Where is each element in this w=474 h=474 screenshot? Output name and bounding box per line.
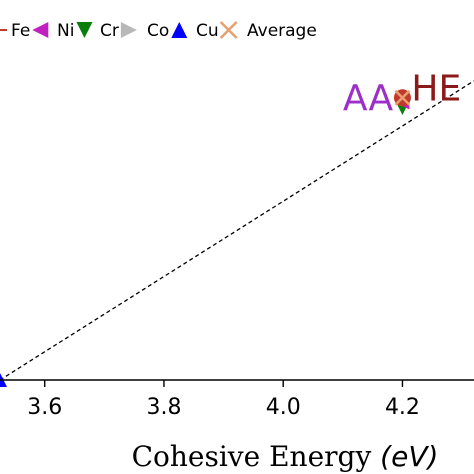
x-tick-label: 3.8 [146, 395, 181, 420]
x-tick-label: 4.0 [266, 395, 301, 420]
annotation-he: HE [411, 69, 461, 110]
x-axis: 3.6 3.8 4.0 4.2 [0, 379, 474, 420]
legend-label-average: Average [247, 21, 317, 41]
legend-label-co: Co [147, 21, 169, 41]
legend: Fe Ni Cr Co Cu Average [0, 21, 317, 41]
legend-label-ni: Ni [57, 21, 74, 41]
legend-label-cr: Cr [100, 21, 119, 41]
annotation-aa: AA [343, 78, 394, 119]
legend-marker-ni [76, 22, 93, 38]
legend-label-fe: Fe [11, 21, 30, 41]
plot-area: AA HE [0, 69, 474, 387]
legend-marker-fe [32, 22, 49, 38]
x-tick-label: 4.2 [385, 395, 420, 420]
legend-marker-co [171, 22, 188, 38]
x-tick-label: 3.6 [27, 395, 62, 420]
trend-line [0, 80, 474, 381]
legend-marker-cr [120, 22, 137, 38]
legend-marker-cu [219, 21, 238, 39]
x-axis-label: Cohesive Energy (eV) [132, 440, 439, 473]
legend-label-cu: Cu [196, 21, 219, 41]
point-cu [394, 89, 411, 106]
